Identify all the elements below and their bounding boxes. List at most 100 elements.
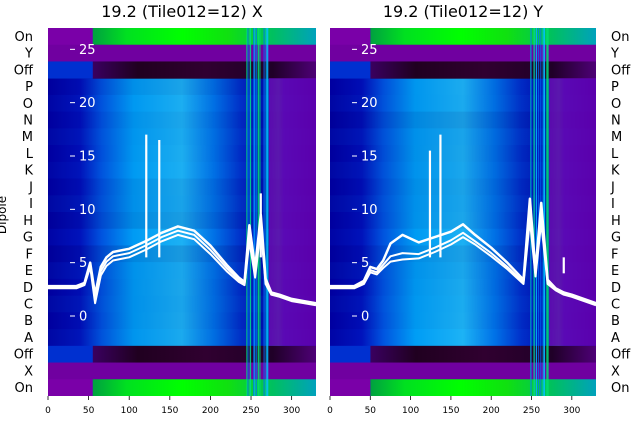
- row-label-left: M: [22, 130, 33, 145]
- heatmap-row-x: [330, 362, 596, 380]
- heatmap-row-band: [330, 312, 596, 330]
- row-label-left: K: [24, 164, 33, 179]
- row-label-right: E: [611, 264, 619, 279]
- overlay-ytick-label: 25: [79, 43, 96, 58]
- heatmap-row-on: [92, 28, 316, 46]
- overlay-ytick-label: 0: [79, 310, 87, 325]
- heatmap-row-band: [48, 312, 316, 330]
- x-tick-label: 200: [202, 406, 219, 416]
- heatmap-streak: [257, 28, 259, 396]
- heatmap-row-band: [330, 329, 596, 346]
- x-tick-label: 300: [563, 406, 580, 416]
- row-label-left: C: [24, 298, 33, 313]
- row-label-left: B: [24, 314, 33, 329]
- heatmap-streak: [254, 28, 256, 396]
- heatmap-row-on: [92, 379, 316, 396]
- overlay-ytick-label: 15: [361, 150, 378, 165]
- x-tick-label: 250: [523, 406, 540, 416]
- row-label-left: F: [26, 247, 33, 262]
- heatmap-row-band: [330, 111, 596, 129]
- heatmap-row-band: [48, 128, 316, 146]
- heatmap-streak: [265, 28, 267, 396]
- x-tick-label: 0: [327, 406, 333, 416]
- overlay-layer: [48, 134, 597, 307]
- heatmap-row-off: [370, 61, 596, 79]
- x-tick-label: 50: [83, 406, 95, 416]
- row-label-right: O: [611, 97, 621, 112]
- row-label-left: Off: [14, 348, 34, 363]
- panel-title: 19.2 (Tile012=12) X: [101, 2, 263, 21]
- row-label-left: A: [24, 331, 33, 346]
- overlay-ytick-label: 20: [361, 96, 378, 111]
- heatmap-streak: [543, 28, 545, 396]
- x-tick-label: 150: [442, 406, 459, 416]
- heatmap-row-start: [330, 345, 371, 364]
- row-label-left: I: [29, 197, 33, 212]
- heatmap-streak: [533, 28, 535, 396]
- row-label-left: L: [26, 147, 34, 162]
- row-label-left: G: [23, 231, 33, 246]
- row-label-right: G: [611, 231, 621, 246]
- heatmap-row-x: [48, 362, 316, 380]
- panel-title: 19.2 (Tile012=12) Y: [383, 2, 544, 21]
- heatmap-layer: [48, 28, 596, 396]
- heatmap-row-band: [48, 78, 316, 95]
- overlay-panel-y: [330, 134, 597, 307]
- overlay-ytick-label: 10: [79, 203, 96, 218]
- overlay-panel-x: [48, 134, 317, 307]
- row-label-right: On: [611, 381, 629, 396]
- heatmap-row-band: [48, 329, 316, 346]
- row-label-right: N: [611, 114, 621, 129]
- overlay-ytick-label: 25: [361, 43, 378, 58]
- heatmap-streak: [246, 28, 248, 396]
- heatmap-row-y: [330, 44, 596, 62]
- heatmap-row-band: [48, 195, 316, 212]
- heatmap-row-band: [48, 295, 316, 313]
- overlay-ytick-label: 15: [79, 150, 96, 165]
- heatmap-row-band: [330, 245, 596, 263]
- heatmap-row-start: [330, 61, 371, 79]
- row-label-left: Off: [14, 63, 34, 78]
- row-label-right: L: [611, 147, 619, 162]
- row-label-right: A: [611, 331, 620, 346]
- heatmap-streak: [535, 28, 537, 396]
- heatmap-row-band: [48, 94, 316, 112]
- heatmap-row-band: [48, 145, 316, 162]
- heatmap-row-start: [330, 28, 371, 46]
- row-label-right: J: [610, 180, 615, 195]
- heatmap-row-on: [370, 379, 596, 396]
- y-axis-label: Dipole: [0, 196, 9, 234]
- overlay-ytick-label: 10: [361, 203, 378, 218]
- heatmap-streak: [547, 28, 549, 396]
- heatmap-row-start: [48, 345, 93, 364]
- row-label-left: On: [15, 30, 33, 45]
- row-label-right: On: [611, 30, 629, 45]
- heatmap-row-start: [48, 61, 93, 79]
- x-tick-label: 300: [283, 406, 300, 416]
- heatmap-panel-x: [48, 28, 316, 396]
- overlay-ytick-label: 20: [79, 96, 96, 111]
- row-label-right: P: [611, 80, 619, 95]
- heatmap-row-band: [48, 262, 316, 279]
- heatmap-streak: [546, 28, 548, 396]
- heatmap-row-band: [48, 111, 316, 129]
- heatmap-edge: [268, 78, 316, 346]
- row-label-right: D: [611, 281, 621, 296]
- row-label-right: Y: [610, 47, 619, 62]
- heatmap-row-band: [330, 78, 596, 95]
- row-label-right: H: [611, 214, 621, 229]
- heatmap-row-band: [48, 278, 316, 296]
- row-label-right: Off: [611, 348, 631, 363]
- x-tick-label: 50: [365, 406, 377, 416]
- row-label-right: C: [611, 298, 620, 313]
- row-label-left: P: [25, 80, 33, 95]
- row-label-left: On: [15, 381, 33, 396]
- heatmap-streak: [537, 28, 540, 396]
- heatmap-row-band: [330, 178, 596, 196]
- heatmap-streak: [253, 28, 255, 396]
- heatmap-row-band: [330, 262, 596, 279]
- heatmap-streak: [542, 28, 544, 396]
- row-label-left: Y: [24, 47, 33, 62]
- heatmap-row-on: [370, 28, 596, 46]
